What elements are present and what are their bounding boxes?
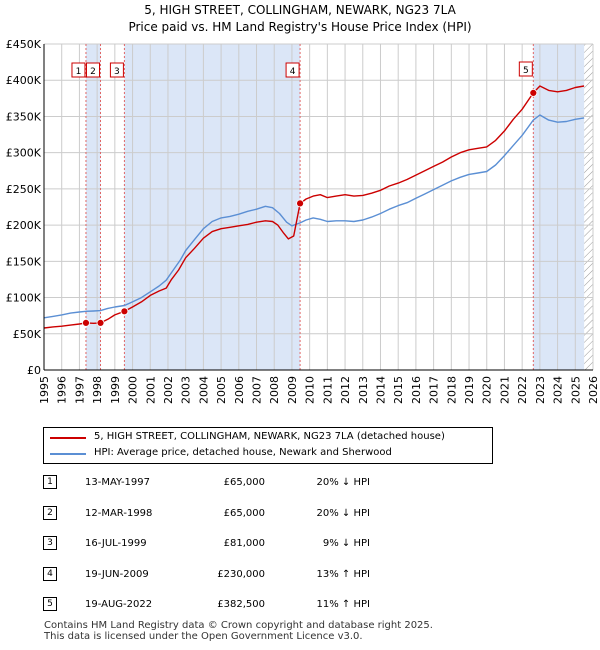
x-tick-label: 2008 [268, 376, 281, 404]
sale-label-number: 2 [90, 67, 96, 77]
sale-hpi-comparison: 20% ↓ HPI [316, 508, 370, 519]
x-tick-label: 2015 [392, 376, 405, 404]
footer-licence: This data is licensed under the Open Gov… [44, 631, 363, 642]
chart-title: 5, HIGH STREET, COLLINGHAM, NEWARK, NG23… [144, 3, 456, 17]
y-tick-label: £300K [6, 147, 42, 160]
y-tick-label: £50K [13, 328, 42, 341]
sale-number-badge: 4 [43, 567, 57, 581]
sale-number-badge: 3 [43, 536, 57, 550]
sale-number-badge: 5 [43, 597, 57, 611]
sale-date: 16-JUL-1999 [85, 538, 147, 549]
sale-point [82, 319, 90, 327]
x-tick-label: 1999 [109, 376, 122, 404]
x-tick-label: 2000 [127, 376, 140, 404]
x-tick-label: 2017 [428, 376, 441, 404]
legend-swatch-property [50, 437, 86, 439]
x-tick-label: 1998 [91, 376, 104, 404]
sale-date: 19-JUN-2009 [85, 569, 149, 580]
sale-point [96, 319, 105, 327]
x-tick-label: 2025 [569, 376, 582, 404]
sale-price: £382,500 [217, 599, 265, 610]
sale-label-box [71, 62, 86, 78]
sale-point [529, 89, 538, 97]
y-tick-label: £250K [6, 183, 42, 196]
hpi-line [43, 114, 585, 319]
sale-row: 2 12-MAR-1998 £65,000 20% ↓ HPI [43, 506, 443, 522]
x-tick-label: 1995 [38, 376, 51, 404]
x-tick-label: 1996 [56, 376, 69, 404]
legend-label-hpi: HPI: Average price, detached house, Newa… [94, 447, 392, 458]
x-tick-label: 2011 [321, 376, 334, 404]
x-tick-label: 2006 [233, 376, 246, 404]
x-tick-label: 2020 [481, 376, 494, 404]
sale-label-number: 3 [114, 67, 120, 77]
y-tick-label: £100K [6, 292, 42, 305]
sale-price: £65,000 [223, 508, 265, 519]
x-tick-label: 2004 [197, 376, 210, 404]
x-tick-label: 2019 [463, 376, 476, 404]
sale-row: 1 13-MAY-1997 £65,000 20% ↓ HPI [43, 475, 443, 491]
sale-hpi-comparison: 13% ↑ HPI [316, 569, 370, 580]
sale-label-box [285, 62, 300, 78]
sale-label-number: 5 [523, 66, 529, 76]
y-tick-label: £0 [27, 364, 41, 377]
sale-label-number: 4 [290, 67, 296, 77]
y-tick-label: £450K [6, 38, 42, 51]
sale-price: £65,000 [223, 477, 265, 488]
sale-price: £81,000 [223, 538, 265, 549]
sale-label-box [85, 62, 100, 78]
x-tick-label: 2010 [304, 376, 317, 404]
sale-row: 3 16-JUL-1999 £81,000 9% ↓ HPI [43, 536, 443, 552]
sale-row: 5 19-AUG-2022 £382,500 11% ↑ HPI [43, 597, 443, 613]
x-tick-label: 2012 [339, 376, 352, 404]
legend-label-property: 5, HIGH STREET, COLLINGHAM, NEWARK, NG23… [94, 431, 445, 442]
x-tick-label: 2002 [162, 376, 175, 404]
sale-point [296, 199, 304, 208]
x-tick-label: 2026 [587, 376, 600, 404]
x-tick-label: 2003 [180, 376, 193, 404]
sale-date: 12-MAR-1998 [85, 508, 153, 519]
y-tick-label: £200K [6, 219, 42, 232]
x-tick-label: 2005 [215, 376, 228, 404]
sale-label-number: 1 [76, 67, 82, 77]
sale-point [120, 307, 129, 316]
x-tick-label: 1997 [73, 376, 86, 404]
sale-label-box [109, 62, 124, 78]
x-tick-label: 2013 [357, 376, 370, 404]
x-tick-label: 2018 [445, 376, 458, 404]
sale-hpi-comparison: 20% ↓ HPI [316, 477, 370, 488]
chart-subtitle: Price paid vs. HM Land Registry's House … [128, 20, 472, 34]
sale-label-box [518, 61, 533, 77]
x-tick-label: 2023 [534, 376, 547, 404]
x-tick-label: 2009 [286, 376, 299, 404]
y-tick-label: £150K [6, 255, 42, 268]
sale-number-badge: 2 [43, 506, 57, 520]
legend-swatch-hpi [50, 453, 86, 455]
sale-row: 4 19-JUN-2009 £230,000 13% ↑ HPI [43, 567, 443, 583]
sale-number-badge: 1 [43, 475, 57, 489]
x-tick-label: 2022 [516, 376, 529, 404]
sale-price: £230,000 [217, 569, 265, 580]
sale-hpi-comparison: 9% ↓ HPI [322, 538, 370, 549]
x-tick-label: 2016 [410, 376, 423, 404]
sale-hpi-comparison: 11% ↑ HPI [316, 599, 370, 610]
x-tick-label: 2021 [498, 376, 511, 404]
x-tick-label: 2007 [251, 376, 264, 404]
legend: 5, HIGH STREET, COLLINGHAM, NEWARK, NG23… [43, 427, 493, 464]
sale-date: 19-AUG-2022 [85, 599, 153, 610]
y-tick-label: £400K [6, 74, 42, 87]
footer-copyright: Contains HM Land Registry data © Crown c… [44, 620, 433, 631]
sale-date: 13-MAY-1997 [85, 477, 151, 488]
ownership-period-shade [533, 44, 585, 370]
y-tick-label: £350K [6, 110, 42, 123]
x-tick-label: 2024 [552, 376, 565, 404]
x-tick-label: 2001 [144, 376, 157, 404]
future-hatch-region [584, 44, 593, 370]
x-tick-label: 2014 [374, 376, 387, 404]
